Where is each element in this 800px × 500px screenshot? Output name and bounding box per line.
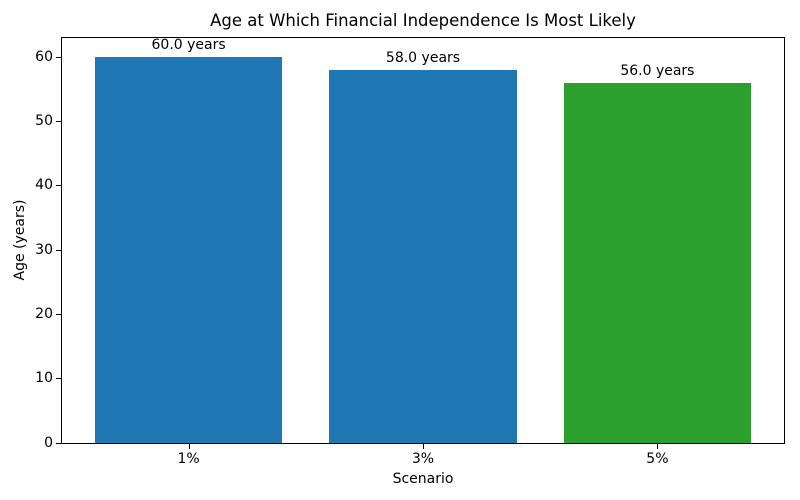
y-tick-label: 30 bbox=[35, 241, 53, 258]
bar bbox=[94, 57, 283, 443]
bar-value-label: 60.0 years bbox=[151, 37, 226, 54]
y-tick-mark bbox=[56, 56, 61, 58]
x-tick-mark bbox=[423, 444, 424, 449]
y-tick-mark bbox=[56, 185, 61, 187]
y-tick-label: 50 bbox=[35, 113, 53, 130]
bar bbox=[329, 70, 517, 443]
y-tick-mark bbox=[56, 249, 61, 251]
x-tick-label: 1% bbox=[177, 451, 200, 467]
y-tick-label: 60 bbox=[35, 48, 53, 65]
x-tick-label: 3% bbox=[411, 451, 435, 467]
y-tick-label: 40 bbox=[35, 177, 53, 194]
bar-value-label: 56.0 years bbox=[620, 63, 695, 79]
x-tick-mark bbox=[657, 444, 659, 449]
chart-title: Age at Which Financial Independence Is M… bbox=[210, 11, 636, 30]
plot-area: 60.0 years 58.0 years 56.0 years bbox=[61, 37, 785, 444]
x-tick-mark bbox=[188, 444, 190, 449]
y-tick-mark bbox=[56, 121, 61, 123]
y-tick-mark bbox=[56, 378, 61, 380]
x-tick-label: 5% bbox=[646, 451, 669, 467]
y-tick-label: 0 bbox=[44, 434, 53, 451]
y-tick-label: 10 bbox=[35, 370, 53, 387]
x-axis-label: Scenario bbox=[392, 471, 454, 487]
y-tick-mark bbox=[56, 313, 61, 315]
y-tick-mark bbox=[56, 442, 61, 444]
y-axis-label: Age (years) bbox=[12, 199, 28, 281]
bar bbox=[563, 83, 752, 443]
bar-value-label: 58.0 years bbox=[385, 50, 461, 67]
y-tick-label: 20 bbox=[35, 305, 53, 322]
